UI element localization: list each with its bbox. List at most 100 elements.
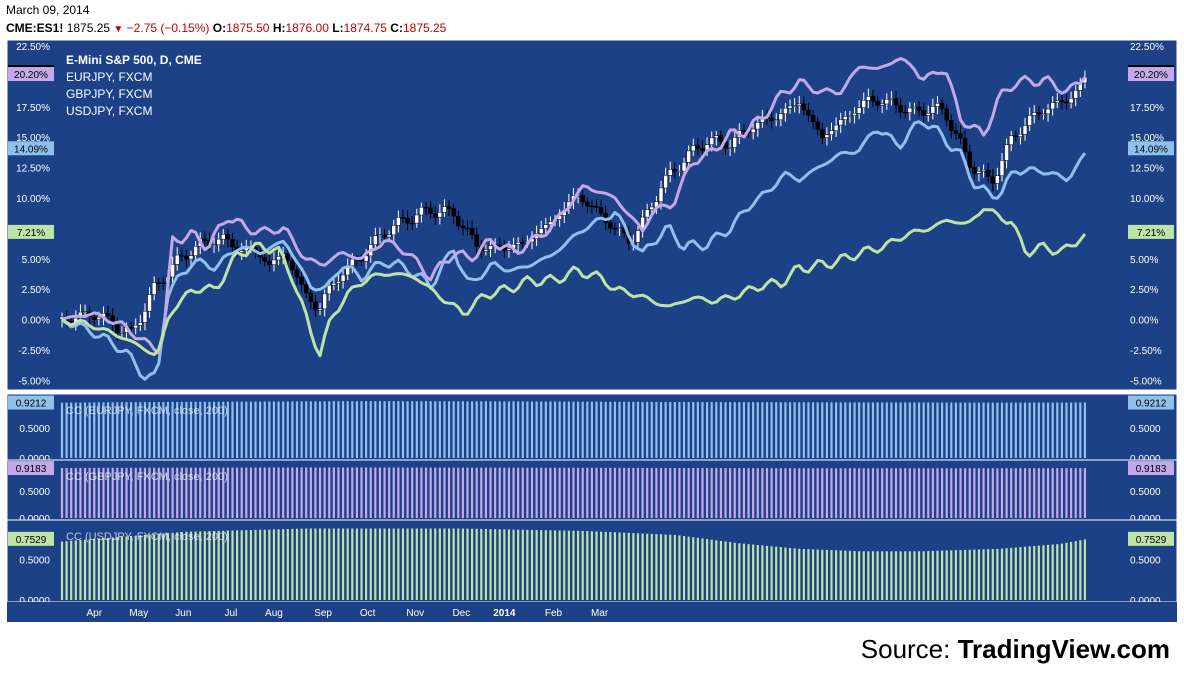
cc-bar — [447, 467, 451, 518]
cc-bar — [314, 401, 317, 458]
es1-candle — [866, 96, 871, 101]
cc-bar — [950, 402, 953, 458]
es1-candle — [170, 264, 175, 278]
es1-candle — [1036, 112, 1042, 115]
header-quote: CME:ES1! 1875.25 ▼ −2.75 (−0.15%) O:1875… — [6, 21, 446, 35]
cc-bar — [1083, 539, 1087, 600]
cc-bar — [420, 401, 423, 458]
source-credit: Source: TradingView.com — [861, 634, 1170, 665]
cc-bar — [742, 543, 746, 600]
cc-bar — [277, 467, 280, 518]
cc-bar — [254, 467, 257, 518]
cc-bar — [263, 401, 266, 458]
cc-bar — [249, 467, 253, 518]
cc-bar — [752, 544, 755, 600]
cc-last-label-left: 0.9212 — [16, 399, 47, 410]
chart-area[interactable]: 22.50%22.50%20.00%20.00%17.50%17.50%15.0… — [0, 38, 1184, 622]
es1-candle — [580, 194, 585, 203]
es1-candle — [119, 331, 125, 334]
cc-bar — [60, 541, 64, 600]
cc-bar — [1079, 540, 1082, 600]
usdjpy-last-label-bg — [8, 224, 54, 239]
cc-bar — [563, 530, 566, 600]
cc-bar — [844, 402, 847, 458]
cc-bar — [452, 467, 455, 518]
cc-bar — [277, 529, 280, 600]
cc-bar — [116, 537, 119, 600]
cc-bar — [235, 401, 239, 458]
y-tick-right: 0.00% — [1130, 316, 1158, 327]
cc-bar — [705, 468, 709, 518]
cc-bar — [360, 467, 363, 518]
cc-bar — [968, 402, 971, 458]
cc-bar — [659, 401, 663, 458]
cc-bar — [715, 540, 718, 600]
es1-candle — [303, 284, 309, 294]
es1-candle — [709, 137, 714, 145]
cc-bar — [1019, 547, 1022, 600]
cc-bar — [867, 402, 870, 458]
cc-bar — [106, 537, 110, 600]
cc-bar — [770, 402, 773, 458]
x-tick: Nov — [406, 608, 424, 619]
es1-candle — [893, 98, 899, 106]
es1-candle — [405, 217, 410, 224]
cc-bar — [705, 539, 709, 600]
high-label: H: — [272, 21, 286, 35]
cc-bar — [466, 401, 469, 458]
cc-bar — [1074, 468, 1077, 518]
cc-bar — [641, 467, 644, 518]
cc-bar — [185, 531, 188, 600]
cc-bar — [332, 401, 335, 458]
cc-bar — [825, 549, 828, 600]
cc-bar — [816, 468, 819, 518]
cc-bar — [964, 402, 967, 458]
cc-bar — [97, 538, 100, 600]
cc-bar — [369, 401, 372, 458]
es1-candle — [409, 222, 415, 225]
cc-bar — [1065, 468, 1068, 518]
cc-bar — [189, 531, 193, 600]
cc-bar — [908, 468, 911, 518]
cc-bar — [650, 467, 653, 518]
symbol[interactable]: CME:ES1! — [6, 21, 64, 35]
cc-bar — [120, 467, 124, 518]
cc-bar — [314, 528, 317, 600]
es1-candle — [810, 115, 816, 122]
es1-candle — [483, 249, 489, 252]
cc-bar — [904, 468, 907, 518]
y-tick-right: 22.50% — [1130, 42, 1164, 53]
es1-candle — [469, 228, 475, 235]
cc-bar — [1005, 548, 1008, 600]
cc-bar — [894, 551, 898, 600]
es1-candle — [686, 150, 691, 163]
cc-bar — [724, 468, 727, 518]
cc-bar — [1028, 468, 1031, 518]
cc-y-tick-left: 0.0000 — [19, 596, 50, 607]
cc-bar — [254, 529, 257, 600]
cc-bar — [286, 401, 289, 458]
es1-candle — [935, 103, 940, 107]
cc-bar — [517, 401, 520, 458]
cc-bar — [871, 468, 875, 518]
cc-bar — [687, 536, 690, 600]
cc-bar — [222, 530, 225, 600]
cc-bar — [503, 529, 506, 600]
cc-last-label-right-bg — [1128, 461, 1174, 476]
cc-bar — [300, 467, 303, 518]
cc-bar — [235, 467, 239, 518]
cc-bar — [1014, 468, 1017, 518]
cc-bar — [134, 535, 137, 600]
cc-bar — [752, 468, 755, 518]
es1-candle — [930, 106, 936, 114]
cc-bar — [627, 467, 630, 518]
cc-bar — [544, 467, 547, 518]
cc-bar — [600, 401, 603, 458]
cc-bar — [609, 401, 612, 458]
es1-candle — [732, 137, 737, 148]
cc-panel-title: CC (GBPJPY, FXCM, close, 200) — [66, 471, 228, 483]
es1-candle — [829, 130, 834, 135]
es1-candle — [1022, 125, 1028, 135]
cc-bar — [1051, 544, 1054, 600]
cc-bar — [162, 401, 165, 458]
